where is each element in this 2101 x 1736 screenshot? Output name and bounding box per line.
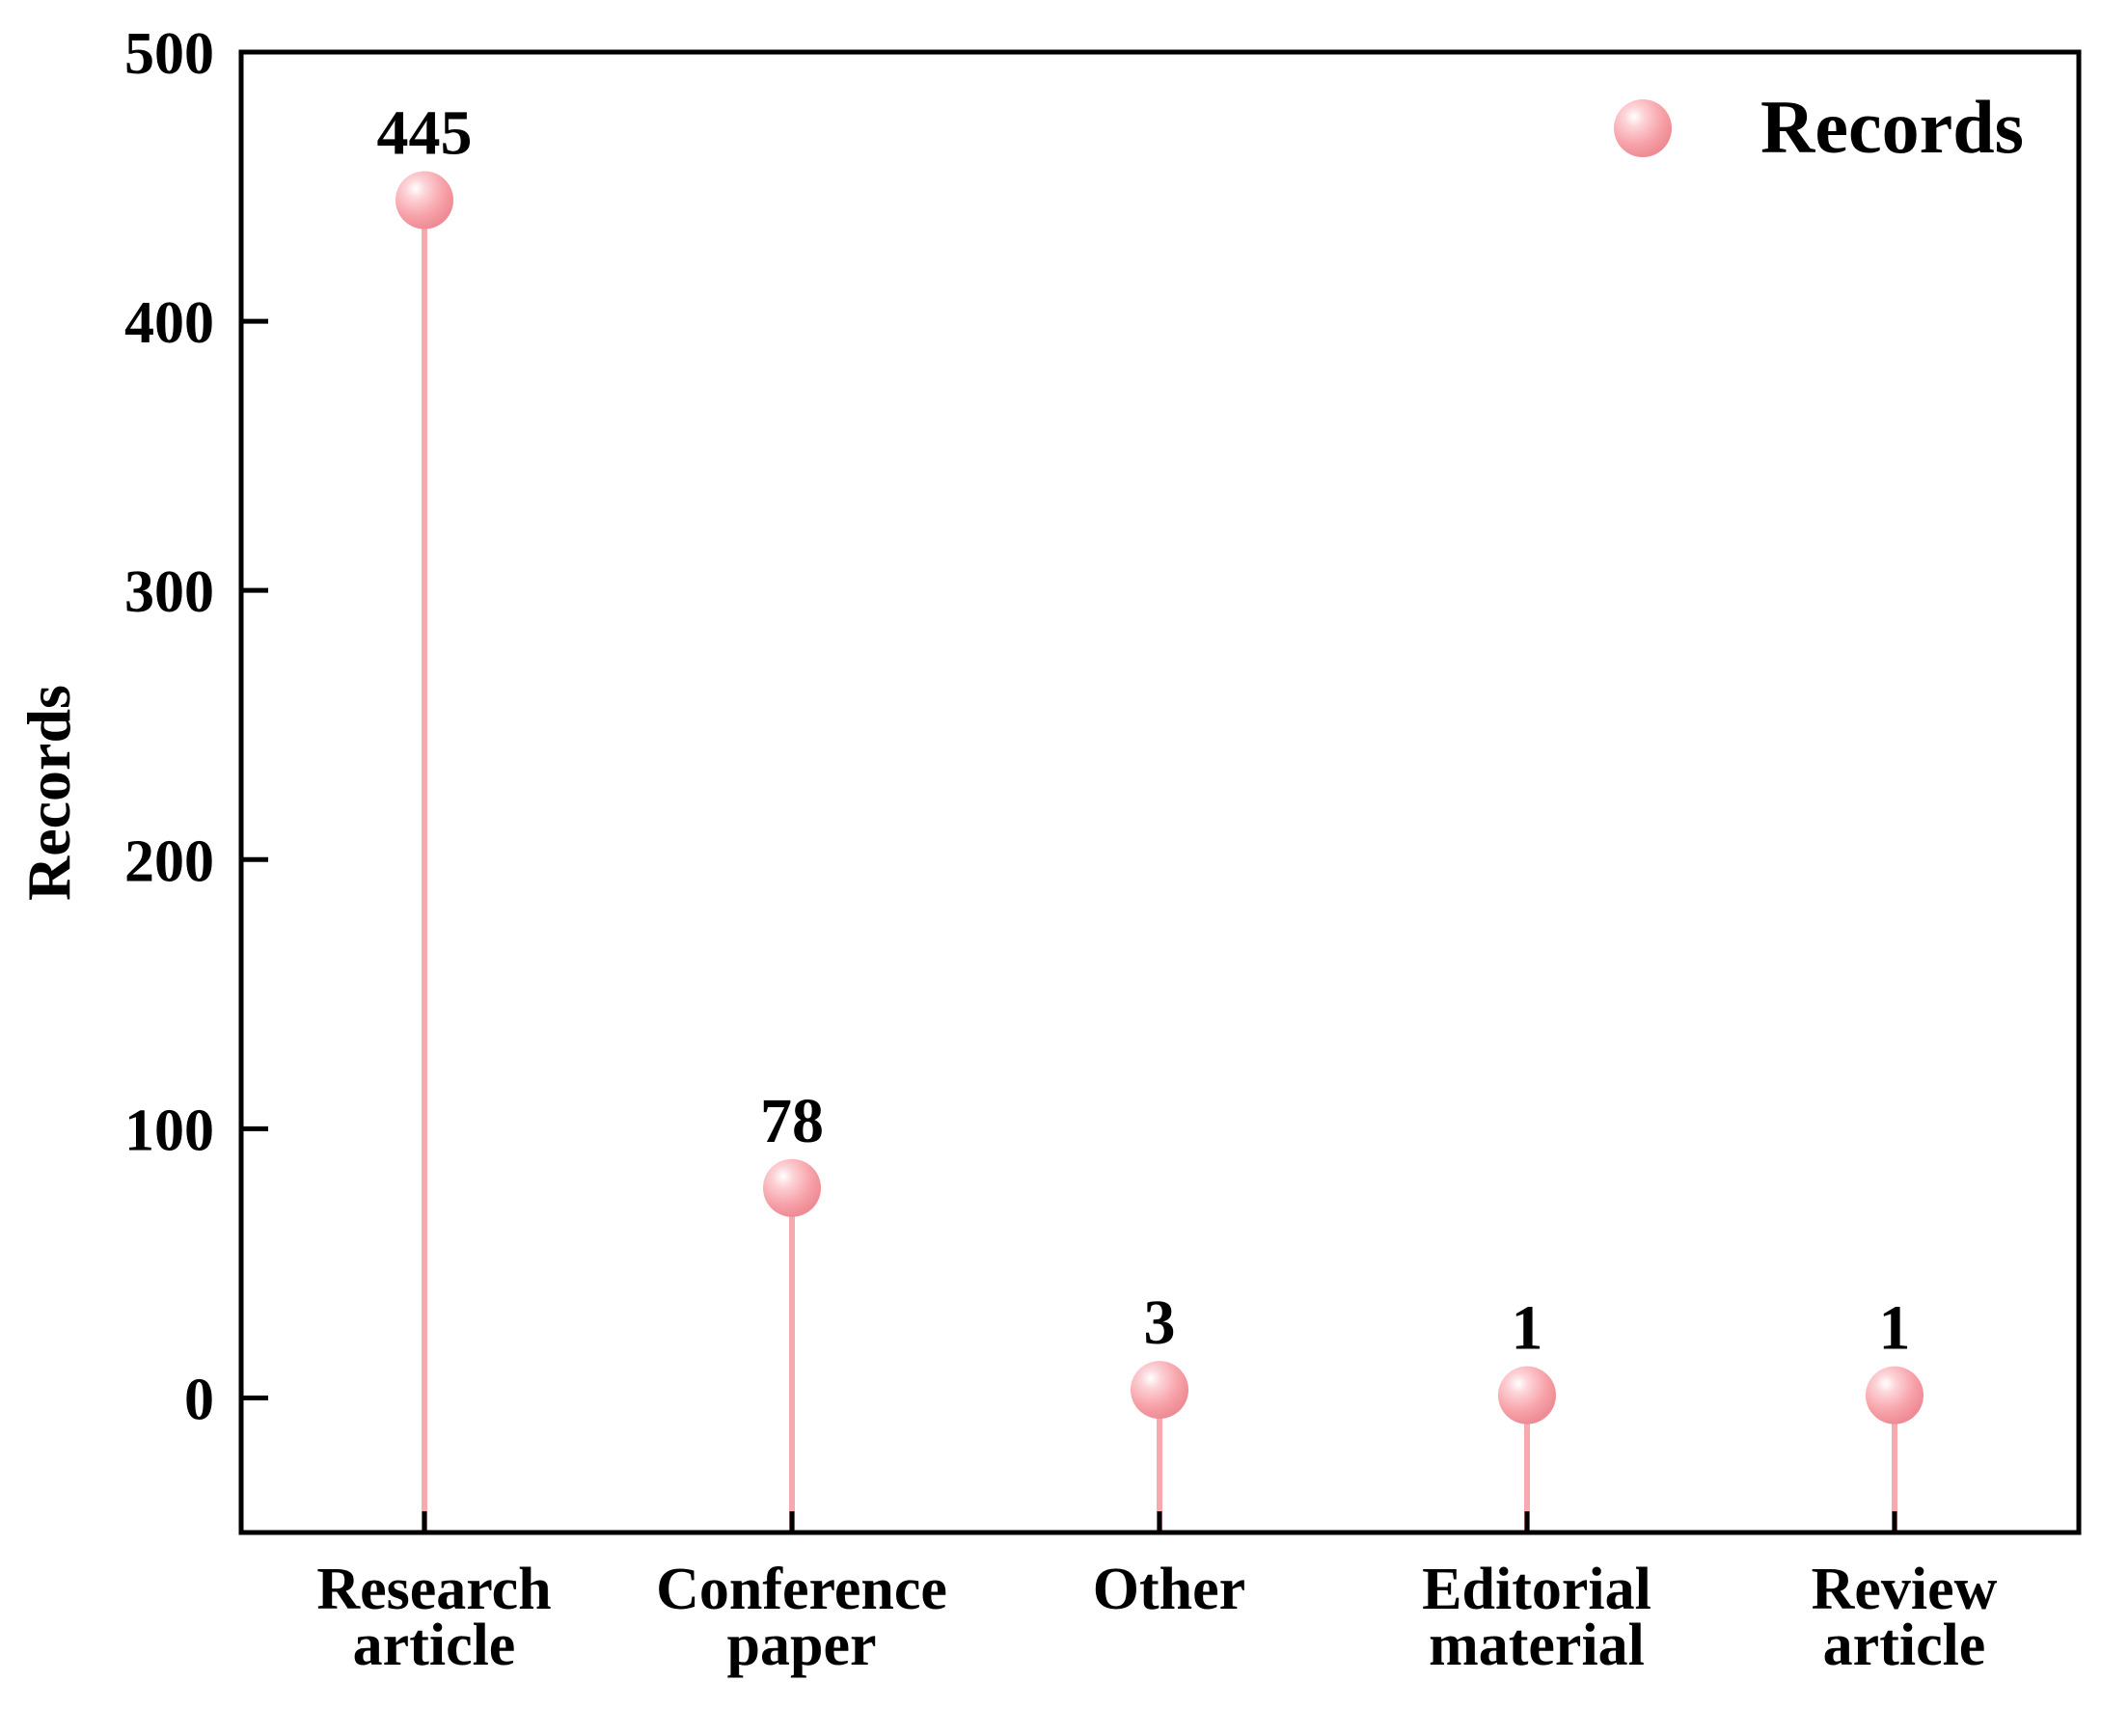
y-tick-label: 300: [124, 559, 214, 625]
data-point: [763, 1158, 821, 1217]
legend: Records: [1614, 85, 2024, 169]
y-tick-label: 100: [124, 1098, 214, 1163]
y-tick-label: 400: [124, 290, 214, 356]
markers-group: [396, 171, 1924, 1424]
y-axis-label: Records: [14, 685, 83, 901]
x-axis: Research article Conference paper Other Edito…: [316, 1511, 1998, 1678]
x-tick-label: Editorial material: [1422, 1557, 1651, 1678]
y-tick-label: 200: [124, 828, 214, 894]
y-tick-label: 0: [184, 1367, 214, 1432]
data-label: 78: [760, 1086, 824, 1156]
x-tick-label: Research article: [316, 1557, 551, 1678]
data-point: [1131, 1361, 1188, 1420]
legend-label: Records: [1760, 85, 2024, 169]
data-labels-group: 445 78 3 1 1: [377, 98, 1911, 1364]
data-point: [1866, 1366, 1924, 1424]
data-label: 1: [1879, 1293, 1911, 1364]
y-axis: 0 100 200 300 400 500: [124, 21, 268, 1432]
x-tick-label: Other: [1093, 1557, 1245, 1622]
data-label: 445: [377, 98, 473, 169]
data-point: [1498, 1366, 1556, 1424]
y-tick-label: 500: [124, 21, 214, 87]
x-tick-label: Review article: [1812, 1557, 1998, 1678]
data-label: 1: [1512, 1293, 1543, 1364]
legend-marker: [1614, 99, 1672, 157]
data-label: 3: [1144, 1288, 1176, 1358]
data-point: [396, 171, 453, 230]
x-tick-label: Conference paper: [656, 1557, 947, 1678]
